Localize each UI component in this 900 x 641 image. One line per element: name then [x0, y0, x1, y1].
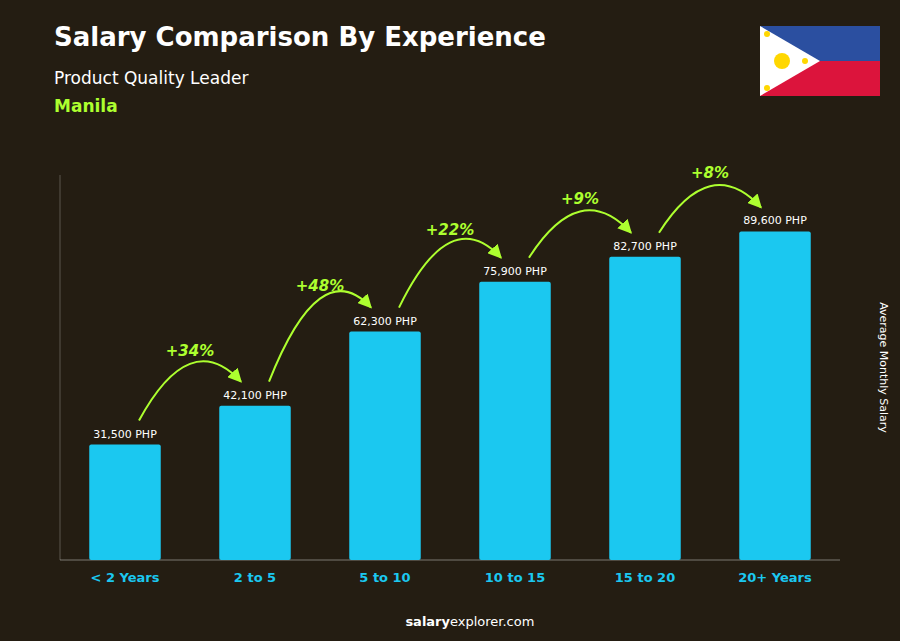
growth-arrow [529, 210, 631, 257]
x-tick-label: 5 to 10 [359, 570, 410, 585]
chart: Salary Comparison By Experience Product Q… [0, 0, 900, 641]
y-axis-label: Average Monthly Salary [877, 302, 890, 433]
data-label: 75,900 PHP [483, 265, 547, 278]
city: Manila [54, 96, 118, 116]
x-axis-line [60, 560, 840, 561]
growth-arrow [659, 185, 761, 233]
bar [479, 282, 551, 560]
growth-label: +48% [296, 277, 344, 295]
growth-arrow [139, 361, 241, 420]
growth-label: +34% [166, 342, 214, 360]
bar [739, 231, 811, 560]
data-label: 62,300 PHP [353, 315, 417, 328]
x-tick-label: 2 to 5 [234, 570, 276, 585]
growth-arrow [399, 239, 501, 308]
bars [89, 231, 811, 560]
growth-label: +8% [691, 164, 729, 182]
bar [89, 445, 161, 561]
footer: explorer.com [450, 614, 534, 629]
growth-label: +22% [426, 221, 474, 239]
x-tick-label: 20+ Years [738, 570, 812, 585]
background [0, 0, 900, 641]
title: Salary Comparison By Experience [54, 22, 546, 52]
bar [349, 332, 421, 560]
data-label: 42,100 PHP [223, 389, 287, 402]
y-axis-line [60, 175, 61, 560]
data-label: 82,700 PHP [613, 240, 677, 253]
x-tick-label: 15 to 20 [615, 570, 675, 585]
x-tick-label: 10 to 15 [485, 570, 545, 585]
data-label: 31,500 PHP [93, 428, 157, 441]
growth-label: +9% [561, 190, 599, 208]
bar [609, 257, 681, 560]
bar [219, 406, 291, 560]
footer: salary [405, 614, 450, 629]
subtitle: Product Quality Leader [54, 68, 248, 88]
x-tick-label: < 2 Years [91, 570, 160, 585]
chart-container: Salary Comparison By Experience Product Q… [0, 0, 900, 641]
growth-arrow [269, 291, 371, 382]
data-label: 89,600 PHP [743, 214, 807, 227]
flag [760, 26, 880, 96]
